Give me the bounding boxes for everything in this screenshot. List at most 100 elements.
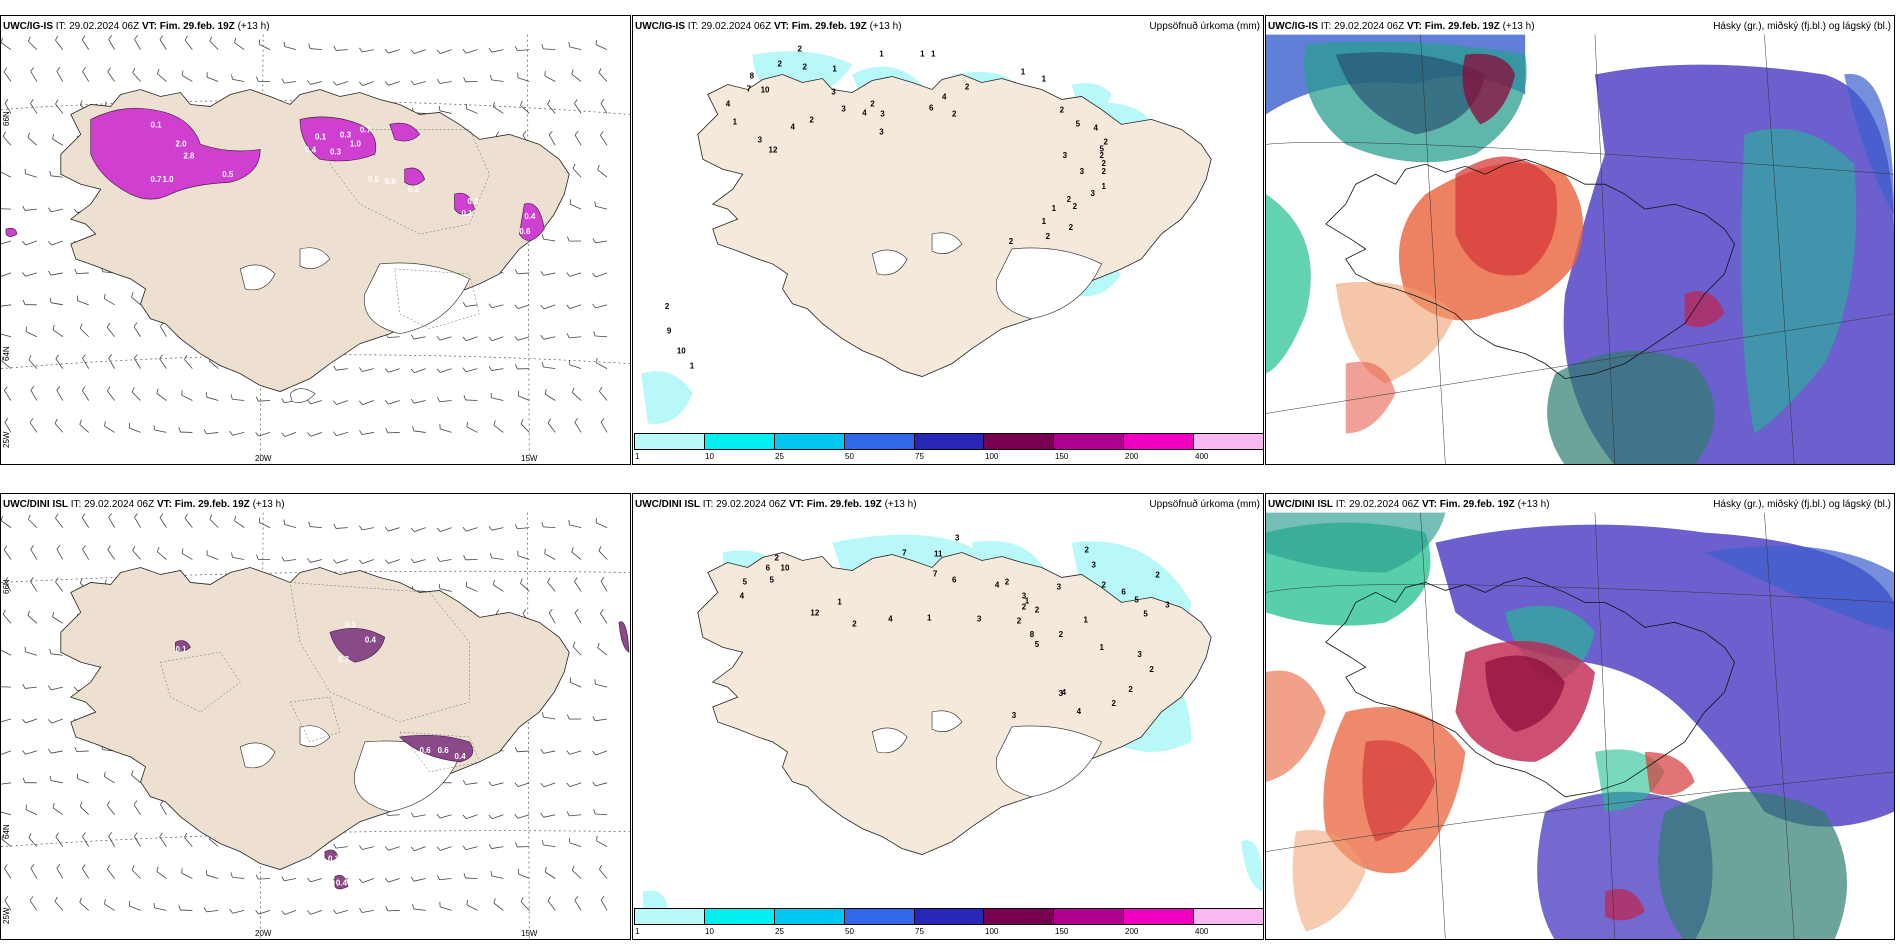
wind-barb-flag [410,49,415,54]
wind-barb [4,421,12,433]
wind-barb-flag [547,577,551,583]
wind-barb [1,240,12,245]
snow-label: 0.2 [408,185,420,194]
wind-barb [25,750,37,755]
wind-barb [156,871,167,879]
wind-barb [79,806,90,816]
precip-label: 3 [1091,189,1096,198]
precip-label: 2 [1017,616,1022,625]
wind-barb [284,910,297,915]
wind-barb [543,844,556,848]
wind-barb [82,71,90,82]
wind-barb [569,336,582,339]
wind-barb [491,368,504,371]
wind-barb [310,878,323,883]
wind-barb-flag [29,418,34,423]
wind-barb-flag [22,240,26,246]
wind-barb [81,868,90,879]
wind-barb-flag [106,800,111,806]
precip-label: 2 [852,619,857,628]
wind-barb-flag [3,545,8,551]
wind-barb [55,103,64,114]
wind-barb-flag [4,417,9,423]
wind-barb [131,391,141,401]
wind-barb-flag [541,234,544,240]
wind-barb [574,612,582,624]
wind-barb [388,878,400,883]
wind-barb-flag [1,37,3,43]
wind-barb-flag [307,558,311,563]
wind-barb-flag [541,712,544,718]
wind-barb-flag [514,269,518,275]
wind-barb [362,559,374,564]
wind-barb [77,300,89,306]
wind-barb [569,842,582,847]
precip-label: 2 [1022,602,1027,611]
wind-barb-flag [81,35,86,40]
precip-label: 3 [1137,650,1142,659]
wind-barb [599,391,608,401]
wind-barb-flag [255,396,259,402]
wind-barb [572,870,582,879]
wind-barb-flag [22,777,26,783]
wind-barb-flag [132,545,136,551]
wind-barb [439,110,452,114]
precip-label: 7 [933,569,938,578]
wind-barb-flag [548,608,553,614]
wind-barb [2,136,12,146]
wind-barb-flag [104,421,106,427]
wind-barb [284,559,297,562]
wind-barb-flag [178,427,181,433]
wind-barb-flag [358,81,363,86]
wind-barb [76,750,89,753]
wind-barb [439,588,452,592]
wind-barb [77,778,89,784]
wind-barb [310,526,323,529]
wind-barb [600,102,608,114]
wind-barb-flag [437,875,441,880]
wind-barb-flag [107,67,111,72]
wind-barb [107,549,115,560]
wind-barb-flag [333,909,337,914]
wind-barb-flag [410,398,415,404]
precip-label: 2 [1104,137,1109,146]
snow-label: 1.0 [350,139,362,148]
wind-barb [465,527,478,532]
wind-barb [517,555,530,560]
ig-wind-panel: UWC/IG-IS IT: 29.02.2024 06Z VT: Fim. 29… [0,15,631,465]
wind-barb [1,360,12,369]
wind-barb-flag [22,272,26,277]
wind-barb-flag [48,685,52,691]
wind-barb [30,71,38,82]
precip-label: 4 [942,92,947,101]
wind-barb-flag [22,205,26,211]
wind-barb-flag [82,354,86,359]
wind-barb-flag [157,68,160,74]
wind-barb-flag [540,270,544,276]
wind-barb [548,134,556,146]
wind-barb [387,814,400,816]
wind-barb-flag [541,840,544,846]
wind-barb-flag [600,98,605,104]
wind-barb [492,336,504,342]
wind-barb-flag [255,432,260,437]
wind-barb [466,586,478,592]
wind-barb [517,77,530,82]
wind-barb [27,137,38,146]
wind-barb [28,837,38,847]
precip-label: 4 [791,122,796,131]
wind-barb-flag [108,354,113,359]
precip-label: 3 [1092,560,1097,569]
wind-barb [1,649,12,656]
wind-barb-flag [574,608,579,614]
wind-barb [600,899,608,911]
wind-barb-flag [30,99,34,104]
wind-barb-flag [27,132,30,138]
wind-barb [517,782,530,787]
wind-barb-flag [333,523,337,529]
colorbar-tick-label: 10 [705,452,714,461]
precip-label: 4 [1094,123,1099,132]
wind-barb [24,686,37,689]
wind-barb-flag [231,552,233,558]
colorbar-tick-label: 150 [1055,927,1069,936]
